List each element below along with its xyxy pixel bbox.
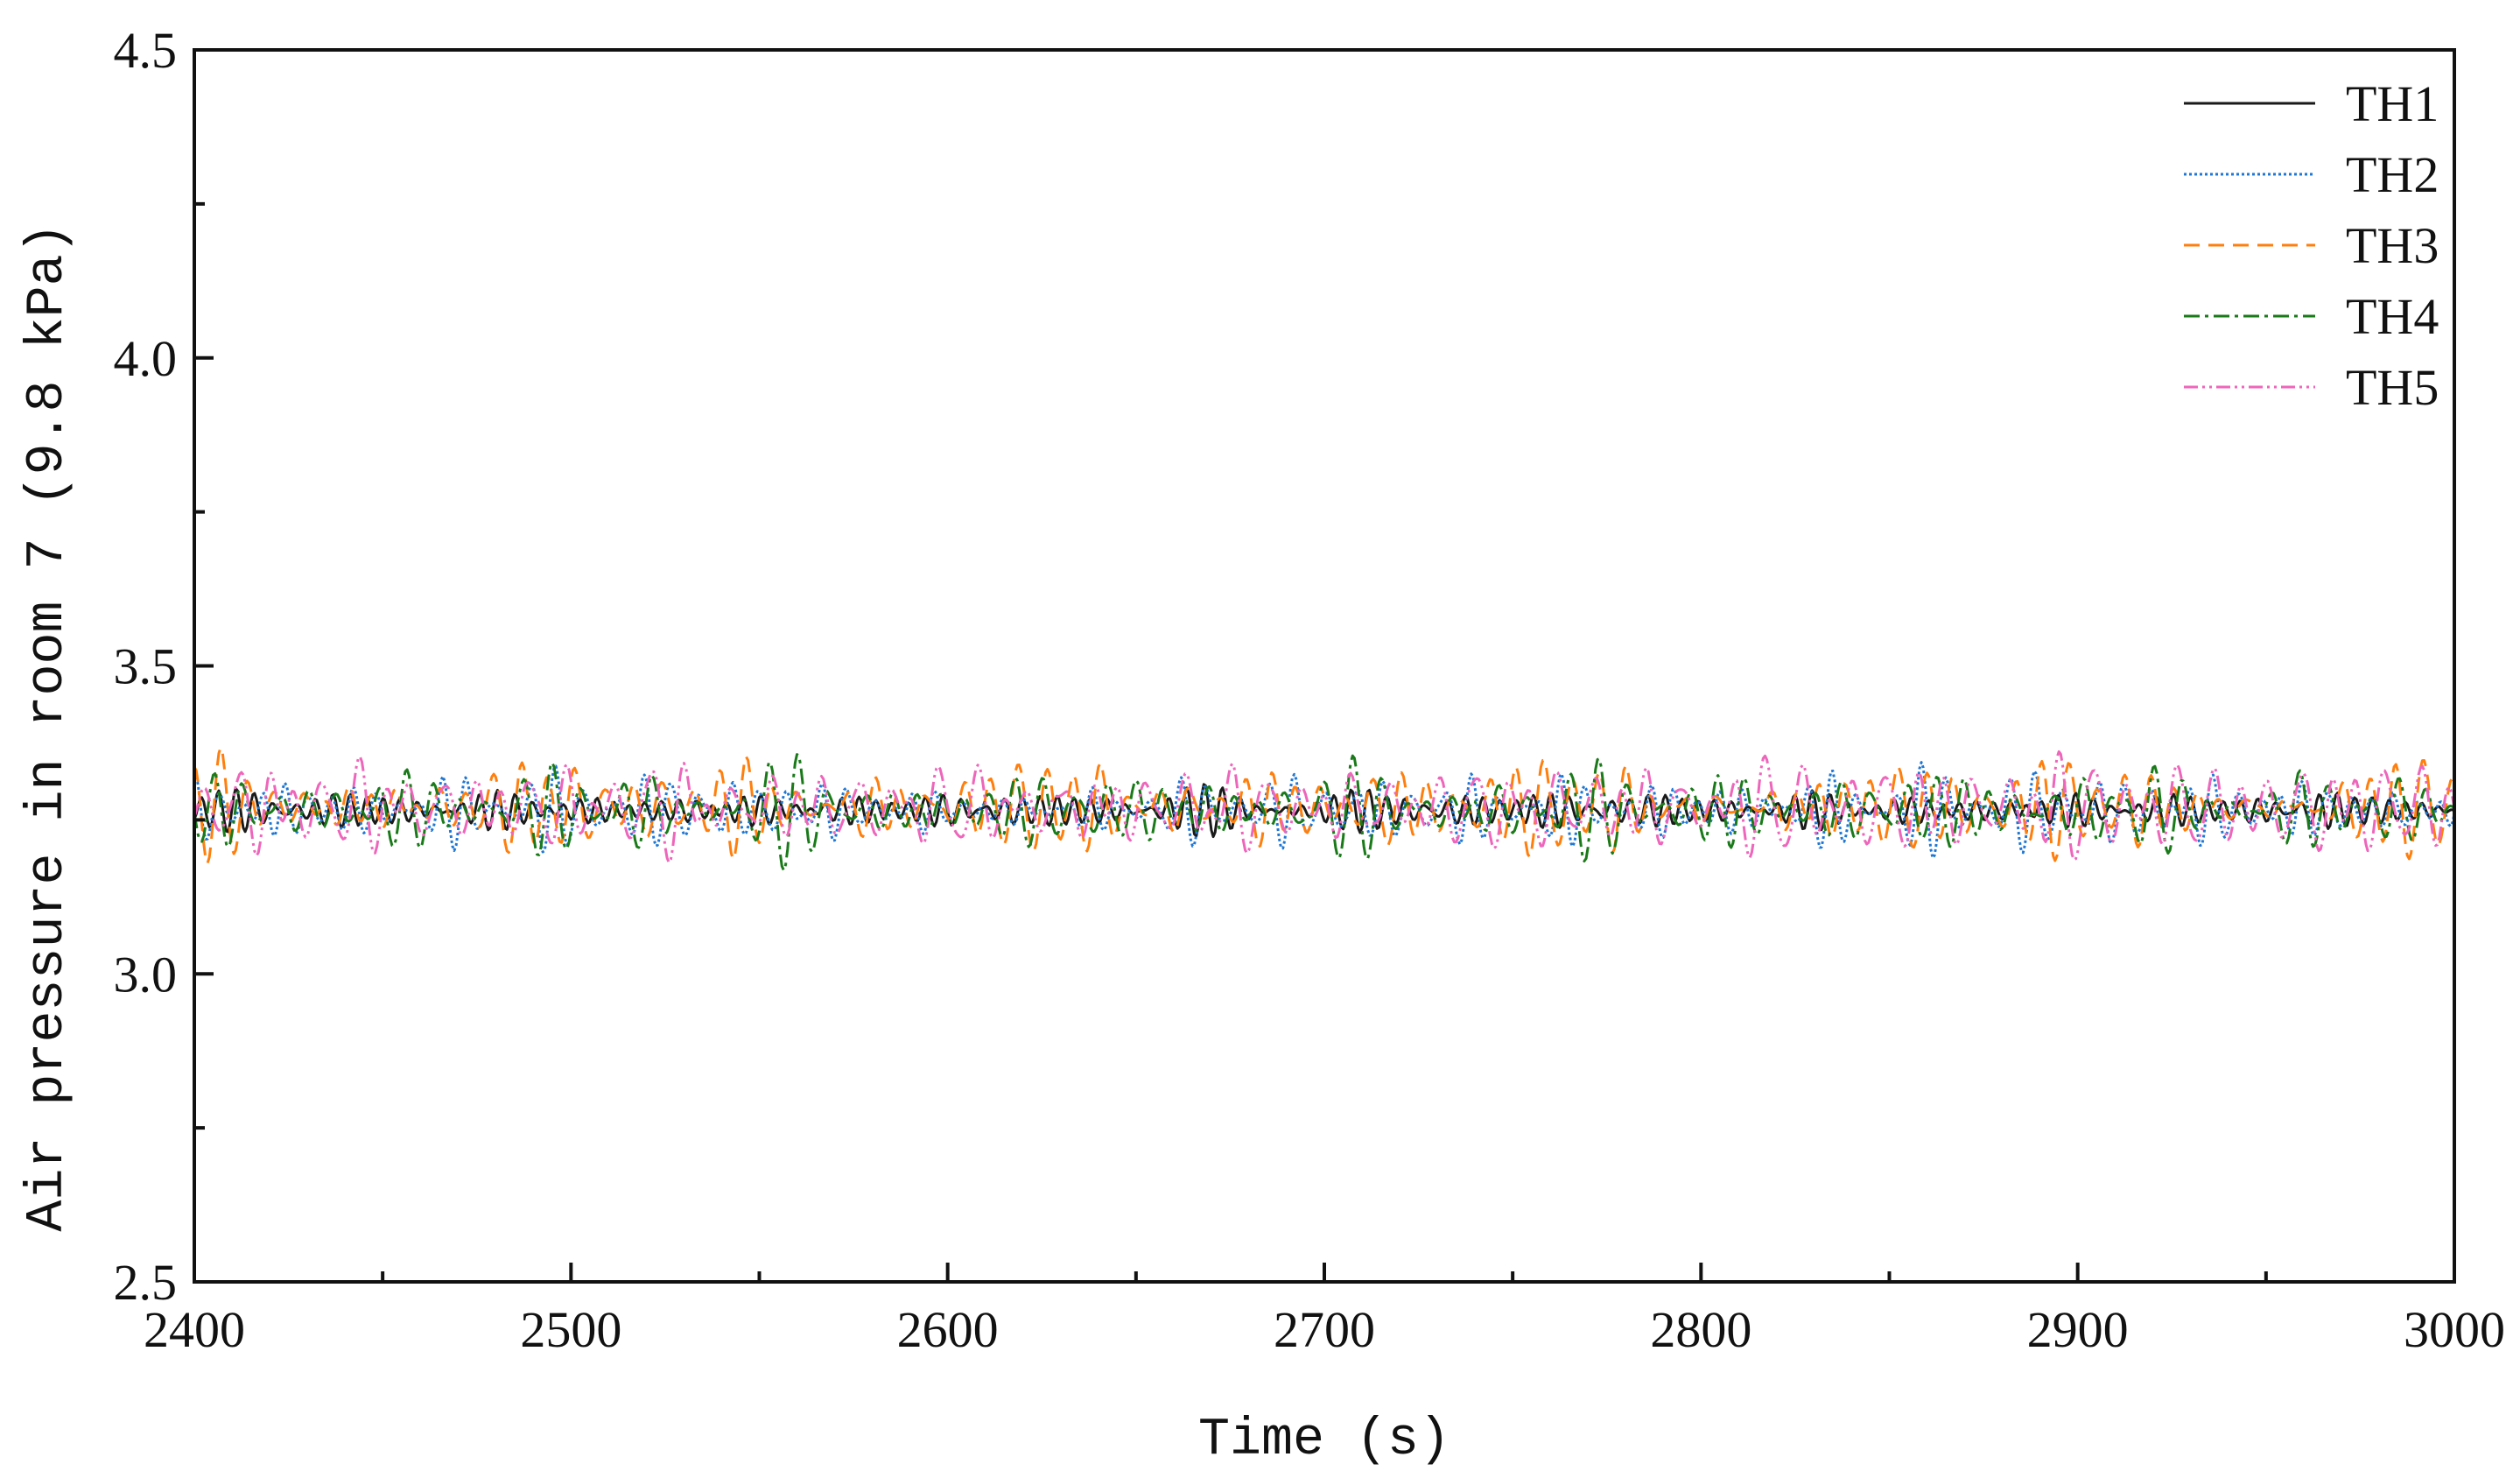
x-tick-label: 2400 bbox=[144, 1301, 245, 1358]
y-axis-label: Air pressure in room 7 (9.8 kPa) bbox=[18, 222, 78, 1231]
y-tick-label: 4.5 bbox=[114, 22, 178, 79]
legend: TH1 TH2 TH3 TH4 TH5 bbox=[2184, 75, 2439, 416]
y-tick-label: 3.5 bbox=[114, 638, 178, 695]
series-line-th3 bbox=[193, 746, 2456, 865]
y-tick-label: 3.0 bbox=[114, 946, 178, 1003]
legend-label-th1: TH1 bbox=[2346, 75, 2439, 132]
legend-label-th5: TH5 bbox=[2346, 359, 2439, 416]
x-axis-label: Time (s) bbox=[1198, 1411, 1450, 1470]
series-line-th5 bbox=[193, 750, 2456, 864]
x-tick-label: 2500 bbox=[520, 1301, 621, 1358]
series-line-th4 bbox=[193, 753, 2455, 872]
legend-label-th4: TH4 bbox=[2346, 288, 2439, 345]
x-tick-label: 2800 bbox=[1650, 1301, 1751, 1358]
x-tick-label: 2700 bbox=[1274, 1301, 1375, 1358]
series-layer bbox=[193, 746, 2456, 872]
x-tick-label: 2900 bbox=[2027, 1301, 2129, 1358]
y-tick-label: 2.5 bbox=[114, 1254, 178, 1311]
legend-label-th3: TH3 bbox=[2346, 217, 2439, 274]
plot-frame bbox=[193, 48, 2456, 1284]
x-tick-label: 3000 bbox=[2404, 1301, 2505, 1358]
y-tick-label: 4.0 bbox=[114, 330, 178, 387]
x-tick-label: 2600 bbox=[897, 1301, 999, 1358]
y-axis: 2.5 3.0 3.5 4.0 4.5 bbox=[114, 22, 214, 1311]
x-axis: 2400 2500 2600 2700 2800 2900 3000 bbox=[144, 1263, 2505, 1358]
legend-label-th2: TH2 bbox=[2346, 146, 2439, 203]
